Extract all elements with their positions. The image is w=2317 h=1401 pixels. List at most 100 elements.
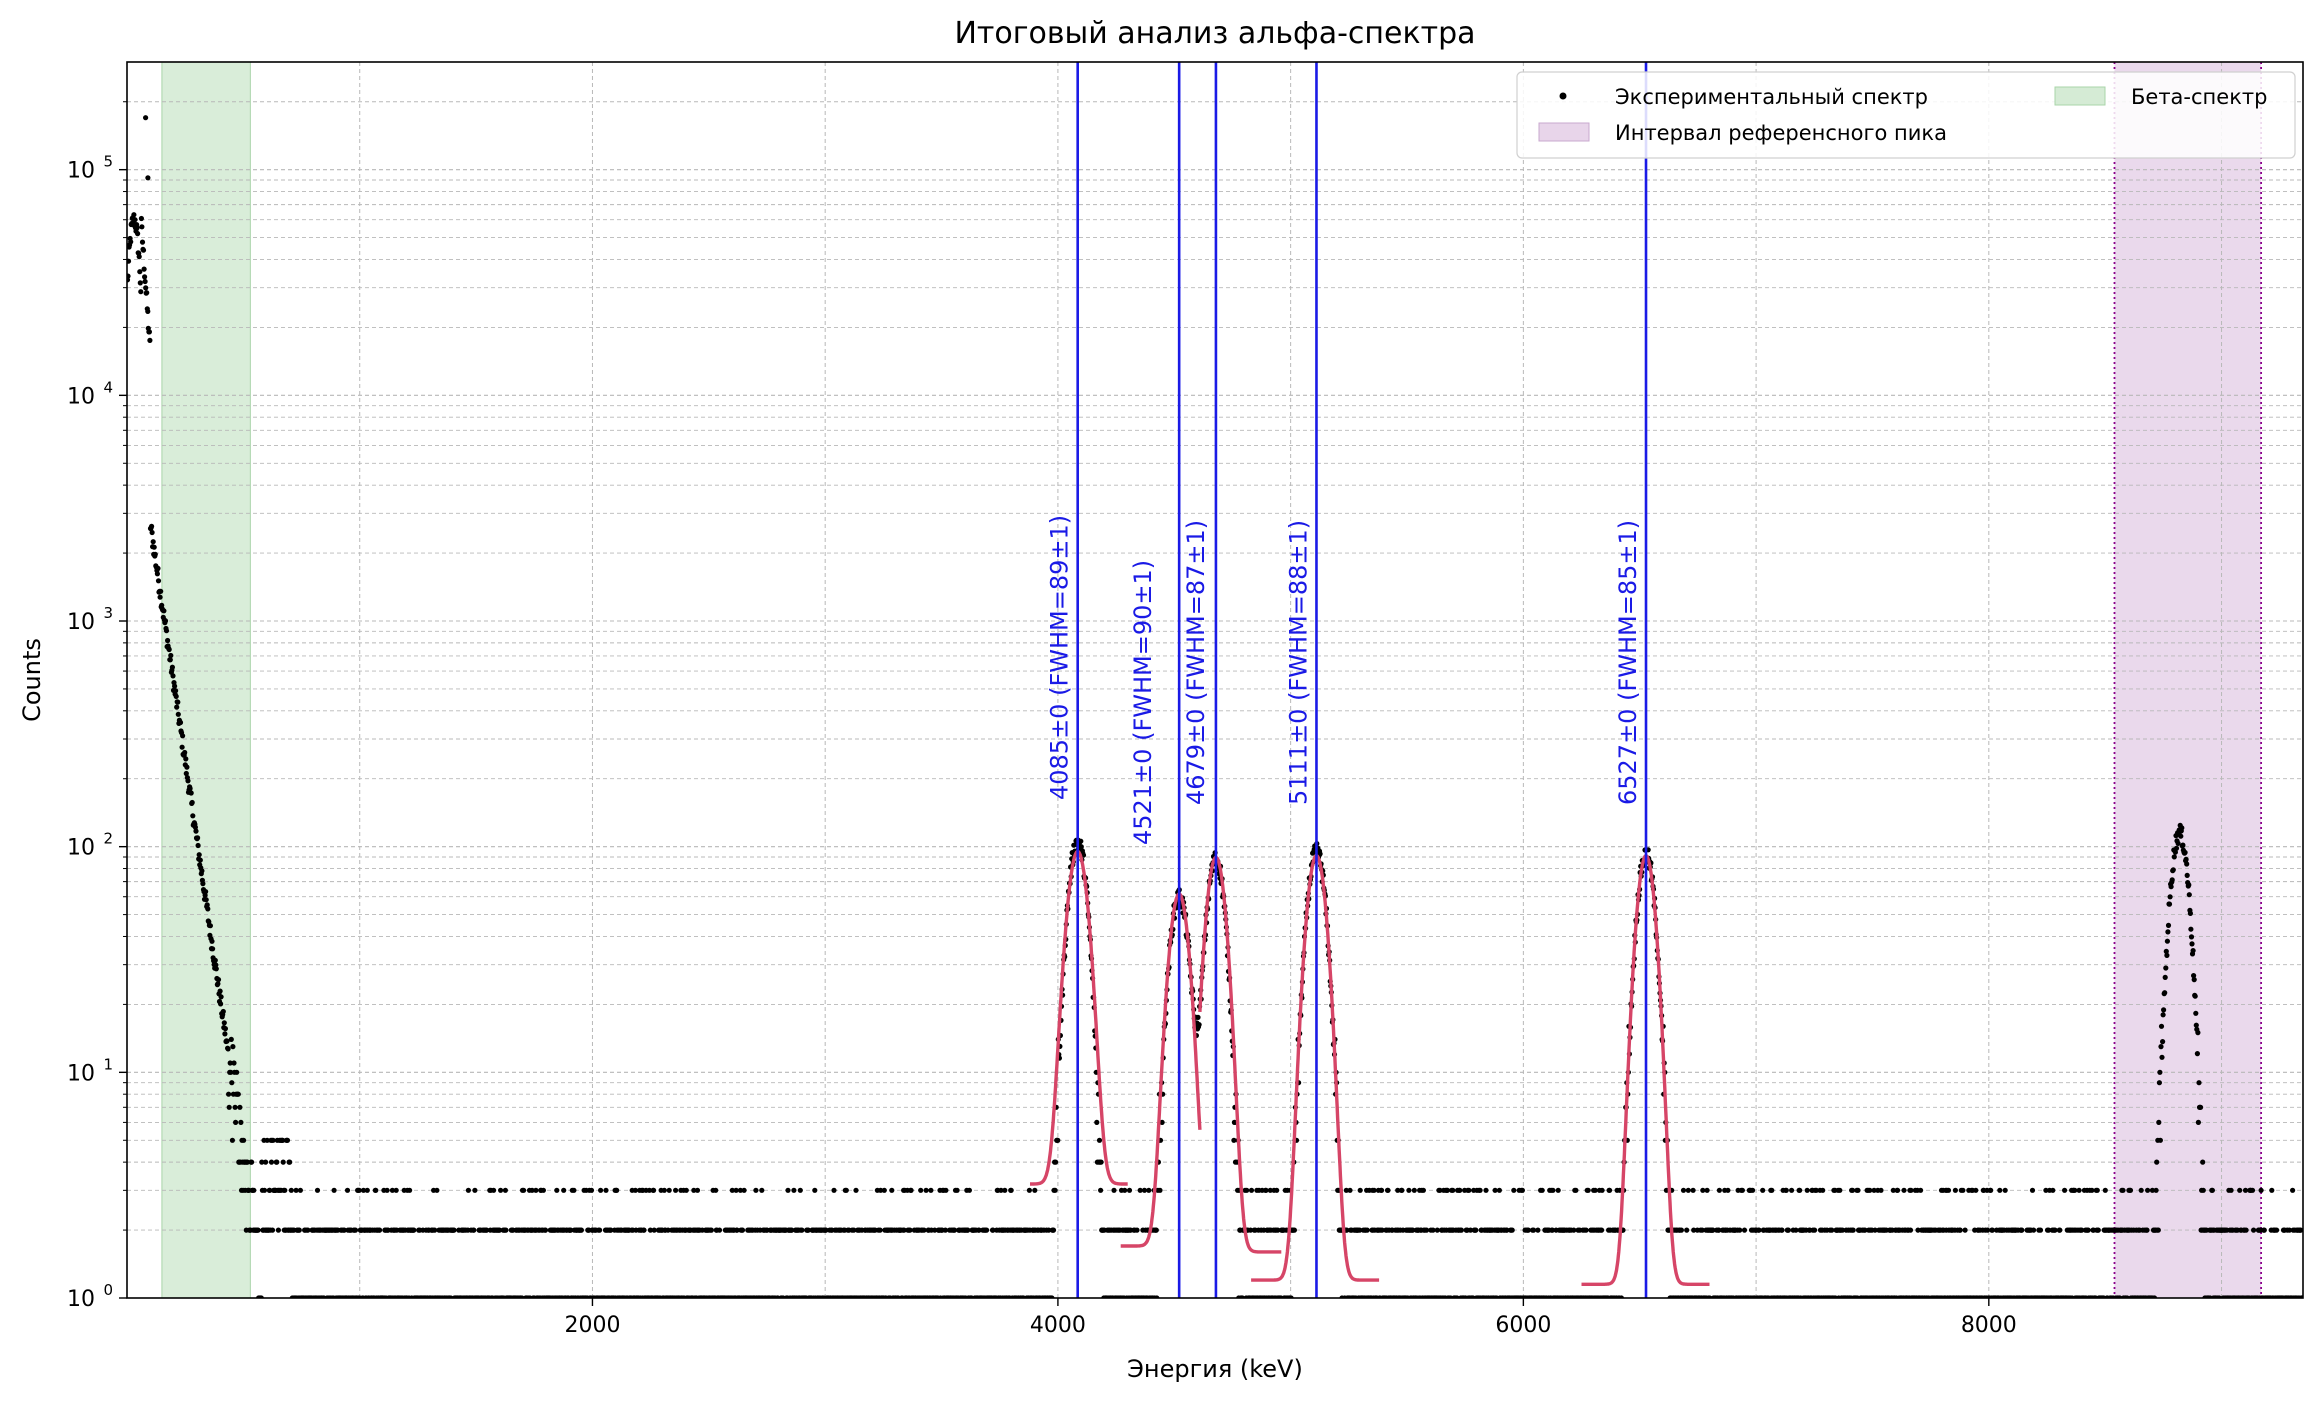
- spectrum-point: [2165, 922, 2172, 929]
- spectrum-point: [215, 981, 221, 987]
- spectrum-point: [1344, 1227, 1350, 1233]
- spectrum-point: [139, 239, 146, 245]
- spectrum-point: [1275, 1227, 1281, 1233]
- spectrum-point: [1901, 1187, 1907, 1193]
- spectrum-point: [141, 266, 147, 272]
- spectrum-point: [167, 657, 173, 663]
- spectrum-point: [496, 1227, 503, 1233]
- y-tick-label: 10: [67, 384, 95, 409]
- spectrum-point: [150, 539, 156, 545]
- spectrum-point: [259, 1159, 265, 1165]
- spectrum-point: [152, 551, 158, 557]
- spectrum-point: [155, 565, 161, 572]
- spectrum-point: [1411, 1187, 1417, 1193]
- spectrum-point: [1159, 1119, 1165, 1125]
- spectrum-point: [812, 1187, 818, 1193]
- spectrum-point: [923, 1187, 929, 1193]
- spectrum-point: [175, 699, 181, 705]
- spectrum-point: [1571, 1227, 1577, 1233]
- spectrum-point: [314, 1187, 321, 1193]
- spectrum-point: [175, 711, 181, 717]
- spectrum-point: [221, 1020, 227, 1026]
- spectrum-point: [1496, 1187, 1502, 1193]
- spectrum-point: [274, 1159, 280, 1165]
- spectrum-point: [2298, 1227, 2303, 1233]
- spectrum-point: [1690, 1187, 1696, 1193]
- spectrum-point: [204, 902, 210, 908]
- span-beta: [161, 62, 251, 1298]
- spectrum-point: [2163, 965, 2169, 971]
- spectrum-point: [1274, 1187, 1280, 1193]
- spectrum-point: [228, 1036, 234, 1042]
- spectrum-point: [151, 544, 157, 550]
- spectrum-point: [2228, 1187, 2234, 1193]
- spectrum-point: [1317, 851, 1323, 857]
- spectrum-point: [1002, 1187, 1008, 1193]
- spectrum-point: [2183, 856, 2189, 863]
- spectrum-point: [2144, 1227, 2150, 1233]
- spectrum-point: [2052, 1227, 2058, 1233]
- spectrum-point: [799, 1227, 805, 1233]
- spectrum-point: [1539, 1187, 1545, 1193]
- spectrum-point: [2160, 1039, 2166, 1045]
- spectrum-point: [188, 790, 194, 796]
- spectrum-point: [226, 1091, 232, 1097]
- spectrum-point: [1032, 1187, 1038, 1193]
- spectrum-point: [1477, 1187, 1483, 1193]
- spectrum-point: [231, 1060, 237, 1066]
- spectrum-point: [2072, 1187, 2078, 1193]
- spectrum-point: [200, 881, 206, 887]
- spectrum-point: [737, 1187, 744, 1193]
- spectrum-point: [1399, 1187, 1405, 1193]
- x-tick-label: 4000: [1030, 1313, 1086, 1338]
- spectrum-point: [1952, 1187, 1958, 1193]
- spectrum-point: [1945, 1187, 1952, 1193]
- spectrum-point: [907, 1227, 913, 1233]
- chart-title: Итоговый анализ альфа-спектра: [954, 16, 1475, 51]
- spectrum-point: [2191, 973, 2197, 979]
- spectrum-point: [2029, 1187, 2036, 1193]
- spectrum-point: [210, 946, 216, 952]
- spectrum-point: [1739, 1187, 1745, 1193]
- spectrum-point: [1769, 1187, 1775, 1193]
- spectrum-point: [2178, 833, 2184, 839]
- spectrum-point: [2196, 1080, 2202, 1086]
- spectrum-point: [226, 1104, 232, 1110]
- spectrum-point: [145, 175, 151, 181]
- spectrum-point: [1812, 1227, 1818, 1233]
- spectrum-point: [666, 1187, 672, 1193]
- spectrum-point: [1691, 1227, 1697, 1233]
- spectrum-point: [2190, 948, 2196, 954]
- spectrum-point: [2166, 901, 2173, 907]
- spectrum-point: [222, 1026, 228, 1032]
- spectrum-point: [213, 966, 219, 972]
- spectrum-point: [1141, 1187, 1148, 1193]
- spectrum-point: [998, 1187, 1004, 1193]
- spectrum-point: [2173, 845, 2180, 851]
- spectrum-point: [1504, 1227, 1510, 1233]
- spectrum-point: [568, 1227, 574, 1233]
- spectrum-point: [244, 1159, 250, 1165]
- spectrum-point: [2188, 934, 2195, 940]
- spectrum-point: [673, 1187, 679, 1193]
- spectrum-point: [1122, 1187, 1128, 1193]
- spectrum-point: [389, 1187, 395, 1193]
- spectrum-point: [1549, 1227, 1555, 1233]
- spectrum-point: [1444, 1187, 1450, 1193]
- spectrum-point: [282, 1187, 288, 1193]
- spectrum-point: [1908, 1187, 1914, 1193]
- spectrum-point: [491, 1187, 497, 1193]
- spectrum-point: [1699, 1227, 1705, 1233]
- spectrum-point: [1573, 1187, 1579, 1193]
- spectrum-point: [1797, 1187, 1803, 1193]
- peak-lines: [1076, 62, 1648, 1298]
- spectrum-point: [2186, 892, 2192, 898]
- y-tick-label: 10: [67, 610, 95, 635]
- spectrum-point: [228, 1069, 234, 1075]
- spectrum-point: [157, 594, 163, 600]
- spectrum-point: [471, 1227, 477, 1233]
- spectrum-point: [2187, 910, 2193, 917]
- spectrum-point: [2157, 1069, 2163, 1075]
- spectrum-point: [1779, 1227, 1785, 1233]
- spectrum-point: [411, 1227, 417, 1233]
